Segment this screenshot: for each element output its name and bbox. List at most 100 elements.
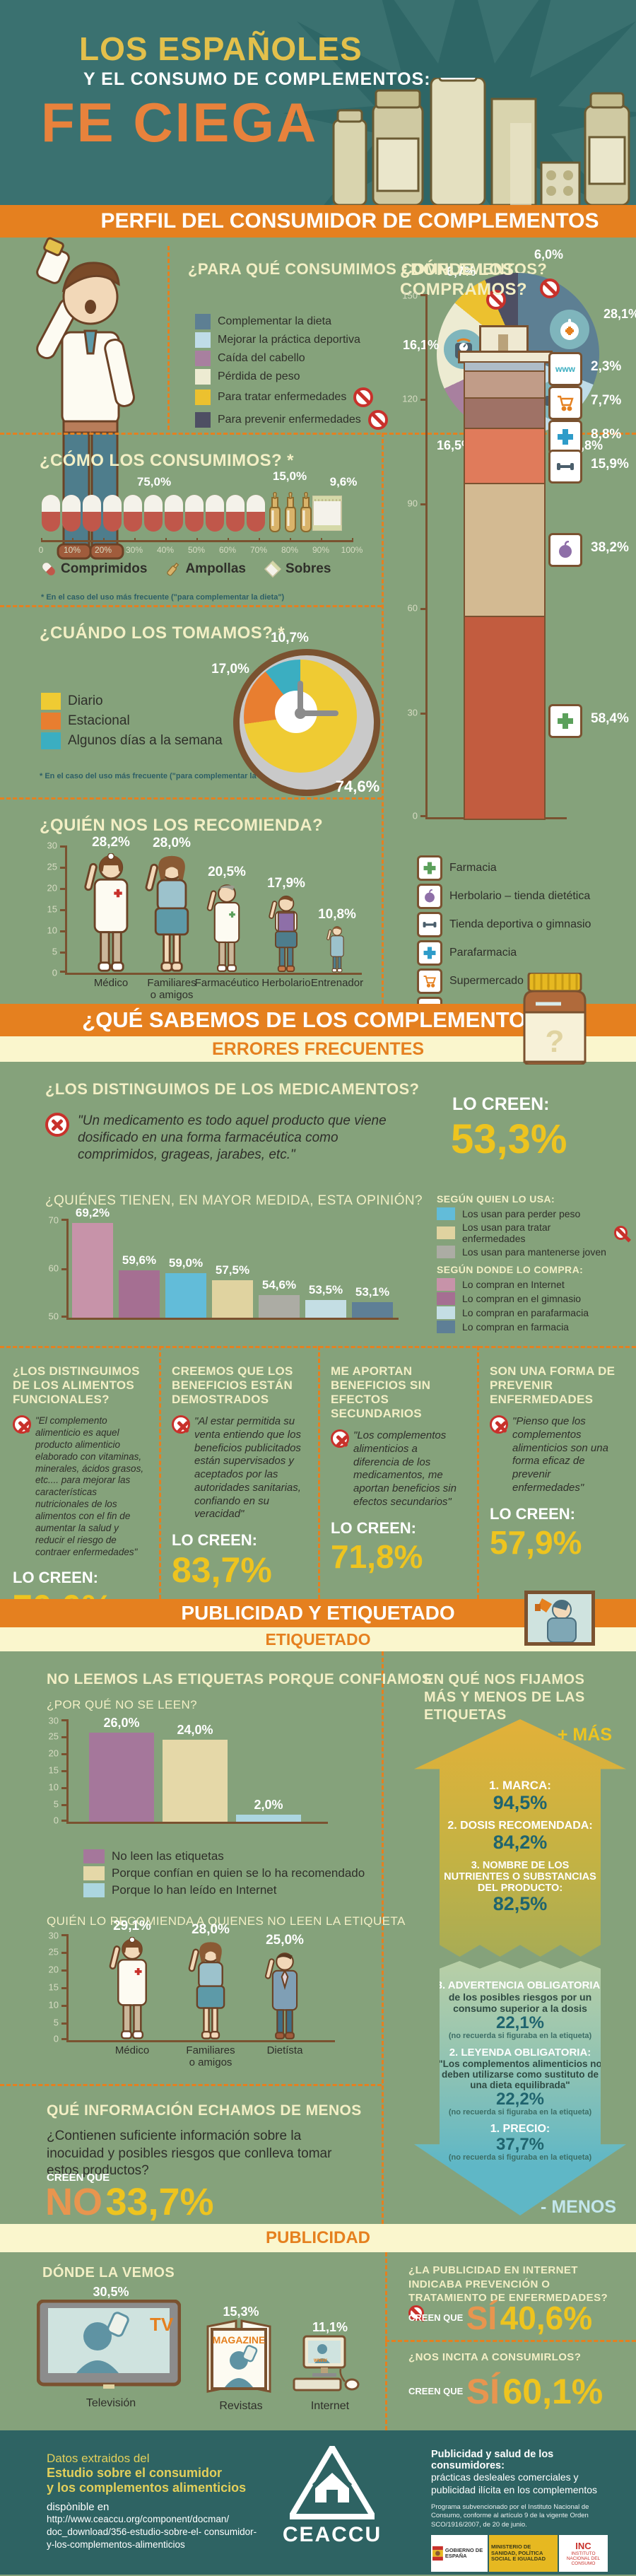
tv-icon: TV [36,2299,182,2389]
media-television: 30,5% TV Televisión [36,2285,185,2410]
axis-tick-label: 90 [407,498,418,509]
pie-value: 28,1% [603,307,636,321]
legend-item: Para prevenir enfermedades [195,410,388,430]
source-url[interactable]: http://www.ceaccu.org/component/docman/ … [47,2514,257,2551]
legend-label: Los usan para tratar enfermedades [462,1222,551,1244]
person-value: 25,0% [266,1933,304,1948]
value-sobres: 9,6% [329,475,358,488]
legend-item: Tienda deportiva o gimnasio [417,912,636,937]
legend-label: Lo compran en el gimnasio [462,1293,582,1304]
person-label: Farmacéutico [194,977,259,989]
bar: 2,0% [236,1798,301,1822]
locreen-value: 53,3% [451,1116,567,1162]
prohibited-icon [353,387,374,407]
bar-value: 26,0% [103,1716,140,1730]
bar-value: 24,0% [177,1723,213,1737]
bar: 54,6% [259,1278,300,1318]
cuando-footnote: * En el caso del uso más frecuente ("par… [40,772,283,780]
value-ampollas: 15,0% [272,469,307,483]
prohibited-icon [408,2305,424,2321]
ministerio-logo: MINISTERIO DE SANIDAD, POLÍTICA SOCIAL E… [489,2535,558,2572]
value-diario: 74,6% [335,778,380,795]
ampoule-icon [167,562,179,576]
doctor-icon [84,853,129,972]
axis-tick-label: 20 [48,1747,59,1759]
axis-tick-label: 10 [47,925,57,936]
error-x-icon [13,1415,31,1434]
footer-logos: GOBIERNO DE ESPAÑA MINISTERIO DE SANIDAD… [431,2535,608,2572]
person-label: Médico [93,977,129,989]
legend-label: Los usan para mantenerse joven [462,1246,606,1258]
value-algunos: 10,7% [271,631,309,645]
axis-tick-label: 20 [47,882,57,894]
arrow-item-label: 3. NOMBRE DE LOS NUTRIENTES O SUBSTANCIA… [444,1859,596,1894]
quote-text: "El complemento alimenticio es aquel pro… [35,1415,144,1557]
color-swatch [195,332,211,348]
x-axis [66,2040,335,2042]
no-value: 33,7% [105,2181,214,2223]
legend-label: Ampollas [185,561,246,576]
cuando-clock-chart: 10,7% 17,0% 74,6% [211,631,382,796]
question-medicamentos-title: ¿LOS DISTINGUIMOS DE LOS MEDICAMENTOS? [45,1080,420,1098]
column-title: SON UNA FORMA DE PREVENIR ENFERMEDADES [490,1364,616,1406]
error-column-funcionales: ¿LOS DISTINGUIMOS DE LOS ALIMENTOS FUNCI… [0,1346,159,1627]
legend-item: Farmacia [417,855,636,881]
axis-tick-label: 25 [47,861,57,872]
legend-label: Herbolario – tienda dietética [449,890,591,902]
svg-text:?: ? [546,1024,565,1059]
publicidad-q2-result: CREEN QUE SÍ 60,1% [408,2371,603,2412]
source-line: Estudio sobre el consumidor [47,2466,223,2480]
footer-program-note: Programa subvencionado por el Instituto … [431,2503,589,2529]
divider [382,433,384,1004]
axis-tick-label: 60% [218,545,237,555]
segment-parafarmacia [464,397,546,429]
ceaccu-logo-text: CEACCU [282,2523,382,2546]
error-column-efectos: ME APORTAN BENEFICIOS SIN EFECTOS SECUND… [318,1346,477,1599]
divider [477,1346,479,1599]
value-estacional: 17,0% [211,662,249,677]
legend-label: Comprimidos [61,561,148,576]
legend-item: Parafarmacia [417,940,636,966]
legend-label: Lo compran en parafarmacia [462,1307,589,1318]
dondevemos-title: DÓNDE LA VEMOS [42,2265,175,2281]
x-axis [65,973,362,975]
como-footnote: * En el caso del uso más frecuente ("par… [41,593,285,602]
color-swatch [437,1226,455,1239]
media-label: Televisión [86,2397,136,2409]
person-herbolario: 17,9% Herbolario [261,876,310,989]
arrow-item-value: 82,5% [493,1892,548,1914]
pie-value: 16,1% [403,338,440,352]
color-swatch [195,351,211,366]
axis-tick-label: 70 [48,1214,59,1226]
question-bottle-illustration: ? [523,973,587,1065]
poster-title-line2: Y EL CONSUMO DE COMPLEMENTOS: [83,69,431,89]
column-title: ¿LOS DISTINGUIMOS DE LOS ALIMENTOS FUNCI… [13,1364,140,1406]
divider [382,1651,384,2224]
pictogram-row [41,492,366,533]
legend-label: Porque confían en quien se lo ha recomen… [112,1866,365,1880]
creen-que-label: CREEN QUE [47,2172,110,2184]
legend-label: Para tratar enfermedades [218,391,347,403]
arrow-item: 3. ADVERTENCIA OBLIGATORIA: de los posib… [414,1961,626,2041]
legend-item: Porque lo han leído en Internet [83,1883,365,1897]
axis-tick-label: 30 [48,1715,59,1726]
section-etiquetado: NO LEEMOS LAS ETIQUETAS PORQUE CONFIAMOS… [0,1651,636,2224]
quote-text: "Los complementos alimenticios a diferen… [353,1429,457,1508]
divider [0,433,636,435]
y-axis: 30 25 20 15 10 5 0 [49,1931,69,2044]
locreen-value: 57,9% [490,1523,582,1561]
legend-group-title: SEGÚN QUIEN LO USA: [437,1193,555,1205]
x-axis [66,1318,399,1320]
bar-value: 69,2% [75,1206,110,1219]
legend-item: Complementar la dieta [195,314,388,329]
media-value: 15,3% [223,2305,259,2319]
publicidad-q1-text: ¿LA PUBLICIDAD EN INTERNET INDICABA PREV… [408,2264,620,2321]
person-familiares: 28,0% Familiares o amigos [185,1922,236,2068]
gobierno-label: GOBIERNO DE ESPAÑA [444,2546,483,2560]
green-cross-icon [417,855,442,881]
dumbbell-icon [417,912,442,937]
person-dietista: 25,0% Dietísta [261,1933,308,2056]
ceaccu-logo-icon [285,2442,379,2519]
arrow-item-label: 3. ADVERTENCIA OBLIGATORIA: [436,1979,604,1991]
internet-www-icon: www [548,352,582,386]
